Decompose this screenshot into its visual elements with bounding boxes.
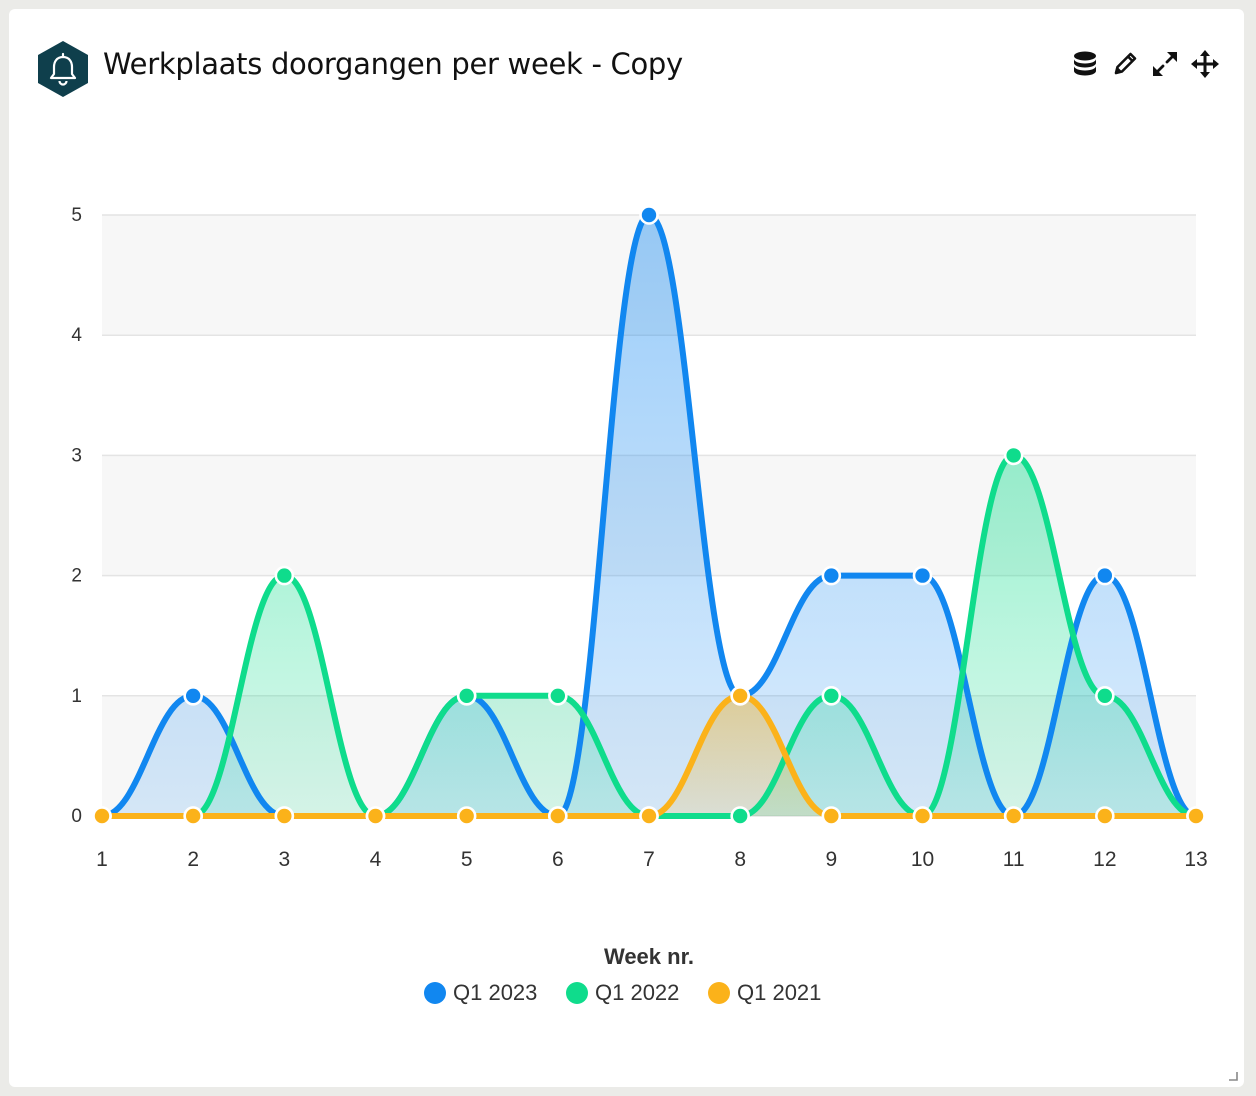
resize-handle-icon[interactable] — [1228, 1071, 1238, 1081]
y-tick-label: 0 — [71, 806, 82, 827]
legend-item-1[interactable]: Q1 2022 — [566, 980, 679, 1005]
data-point — [92, 806, 112, 826]
data-point — [730, 685, 750, 706]
data-point — [1003, 445, 1024, 466]
data-point — [639, 205, 659, 225]
data-point — [548, 806, 568, 826]
data-point — [548, 685, 568, 706]
x-tick-label: 9 — [825, 848, 837, 871]
data-point — [1095, 565, 1115, 586]
data-point — [912, 806, 933, 826]
x-tick-label: 8 — [734, 848, 746, 871]
legend-label: Q1 2021 — [737, 980, 821, 1005]
data-point — [821, 565, 842, 586]
y-tick-label: 5 — [71, 205, 82, 226]
data-point — [365, 806, 386, 826]
database-icon[interactable] — [1070, 49, 1100, 79]
data-point — [274, 565, 295, 586]
bell-icon — [38, 41, 88, 97]
x-tick-label: 1 — [96, 848, 108, 871]
data-point — [821, 685, 842, 706]
x-tick-label: 3 — [278, 848, 290, 871]
badge-hexagon — [38, 41, 88, 97]
widget-toolbar — [1070, 49, 1220, 79]
data-point — [1003, 806, 1024, 826]
move-icon[interactable] — [1190, 49, 1220, 79]
x-tick-label: 6 — [552, 848, 564, 871]
legend-item-2[interactable]: Q1 2021 — [708, 980, 821, 1005]
legend-label: Q1 2022 — [595, 980, 679, 1005]
area-fill-1 — [102, 455, 1196, 816]
legend-item-0[interactable]: Q1 2023 — [424, 980, 537, 1005]
x-tick-label: 7 — [643, 848, 655, 871]
x-tick-label: 13 — [1184, 848, 1207, 871]
x-tick-label: 10 — [911, 848, 934, 871]
data-point — [1095, 806, 1115, 826]
data-point — [821, 806, 842, 826]
y-tick-label: 4 — [71, 325, 82, 346]
x-tick-label: 12 — [1093, 848, 1116, 871]
area-fill-0 — [102, 215, 1196, 816]
expand-icon[interactable] — [1150, 49, 1180, 79]
y-tick-label: 1 — [71, 686, 82, 707]
widget-header: Werkplaats doorgangen per week - Copy — [35, 39, 1224, 99]
x-tick-label: 4 — [370, 848, 382, 871]
data-point — [456, 806, 477, 826]
x-tick-label: 11 — [1003, 848, 1025, 871]
pencil-icon[interactable] — [1110, 49, 1140, 79]
legend-marker — [708, 982, 730, 1004]
data-point — [1095, 685, 1115, 706]
data-point — [456, 685, 477, 706]
data-point — [274, 806, 295, 826]
data-point — [183, 806, 203, 826]
data-point — [730, 806, 750, 826]
legend-marker — [424, 982, 446, 1004]
x-tick-label: 2 — [187, 848, 199, 871]
y-tick-label: 3 — [71, 445, 82, 466]
legend-label: Q1 2023 — [453, 980, 537, 1005]
data-point — [1186, 806, 1206, 826]
data-point — [639, 806, 659, 826]
data-point — [912, 565, 933, 586]
x-axis-title: Week nr. — [604, 944, 694, 969]
x-tick-label: 5 — [461, 848, 473, 871]
data-point — [183, 685, 203, 706]
widget-title: Werkplaats doorgangen per week - Copy — [103, 47, 683, 81]
legend-marker — [566, 982, 588, 1004]
y-tick-label: 2 — [71, 566, 82, 587]
